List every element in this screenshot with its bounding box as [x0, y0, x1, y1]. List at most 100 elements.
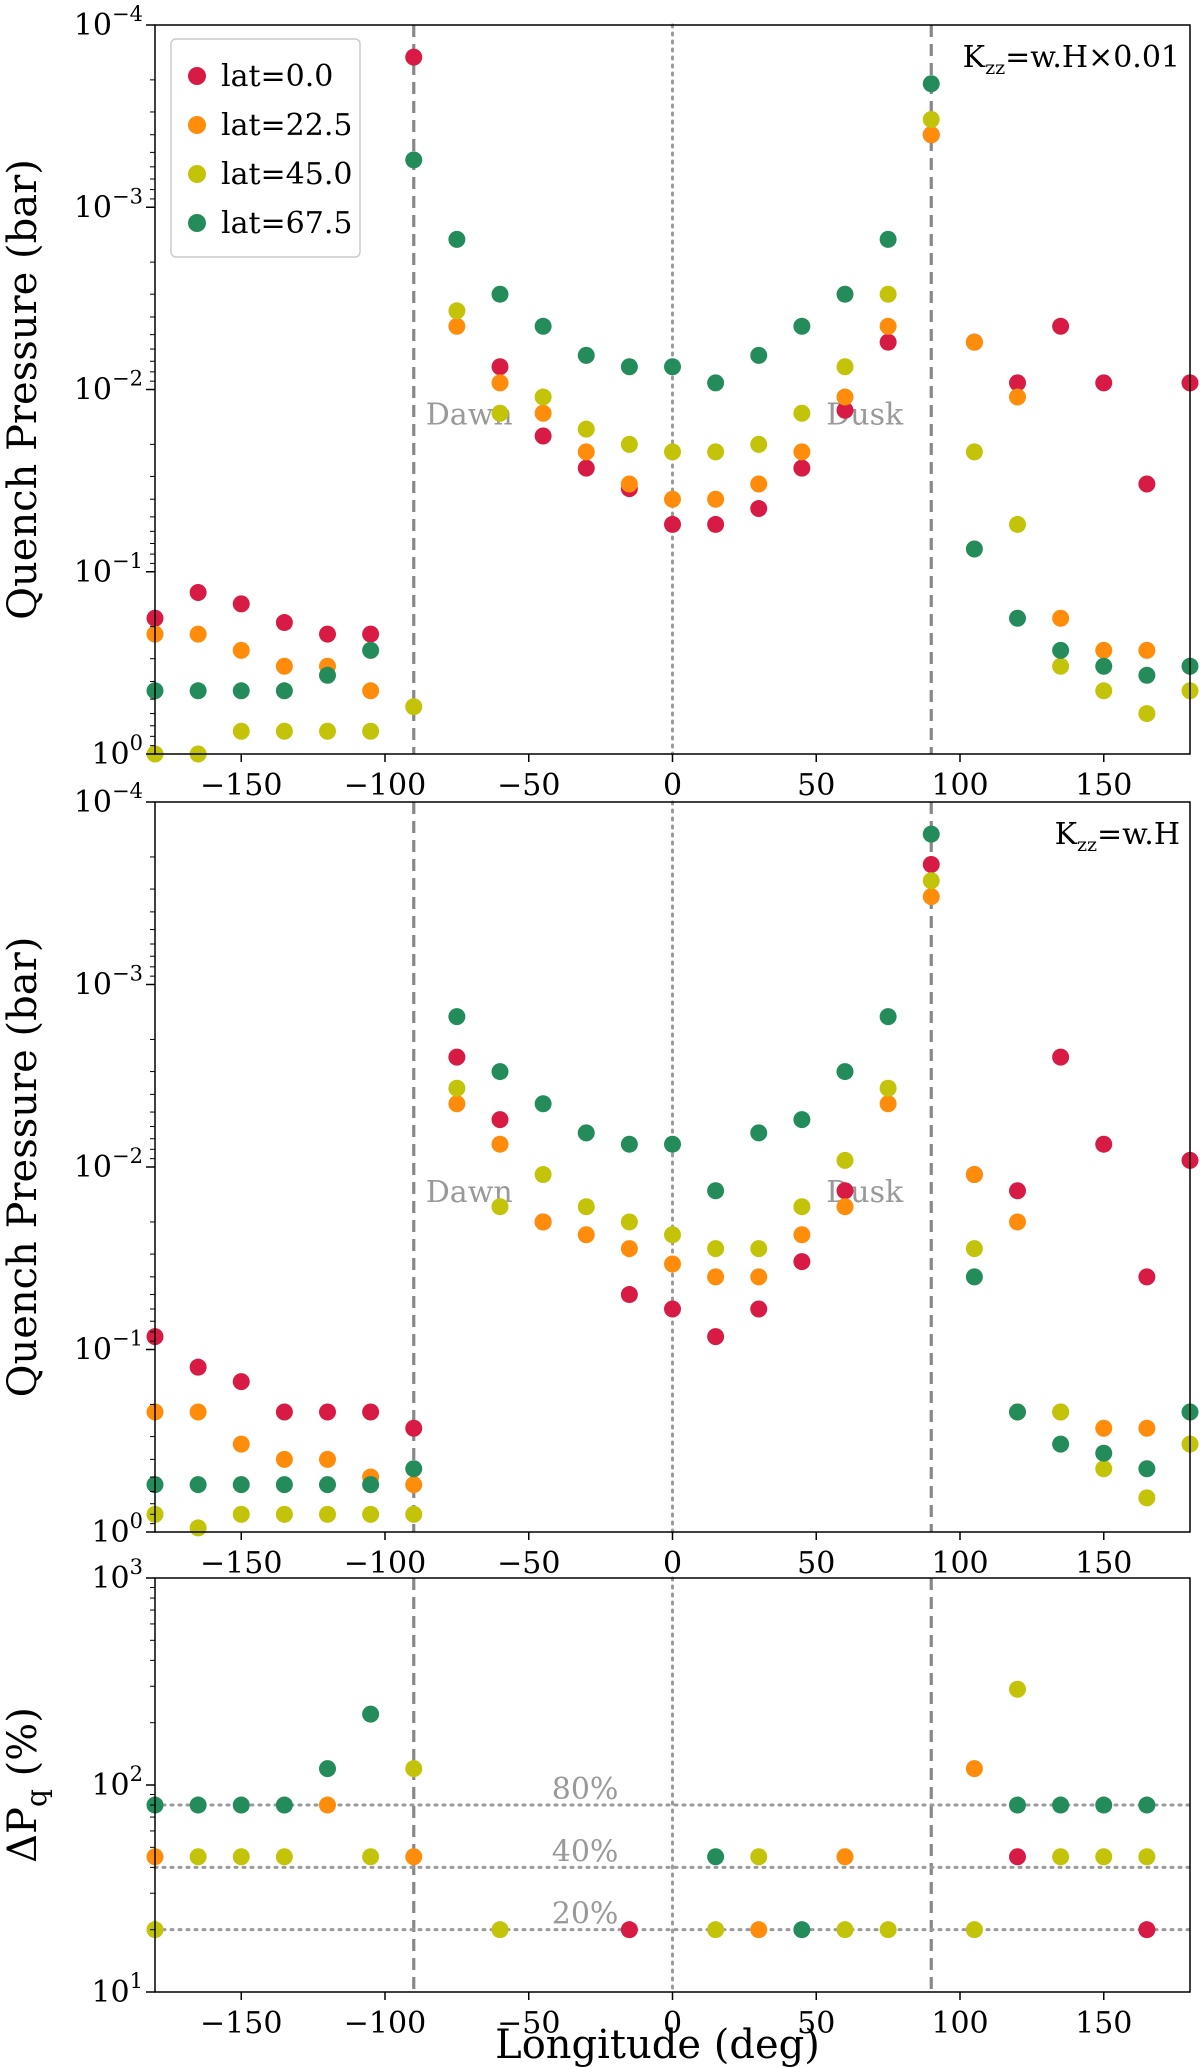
data-point: [275, 1450, 293, 1468]
series-lat-0-0: [620, 1848, 1156, 1939]
data-point: [922, 75, 940, 93]
legend-marker: [188, 165, 206, 183]
kzz-annotation: Kzz=w.H: [1055, 817, 1180, 856]
data-point: [319, 1505, 336, 1523]
data-point: [232, 1476, 250, 1494]
legend-entry: lat=67.5: [221, 206, 352, 241]
data-point: [1138, 1848, 1156, 1866]
data-point: [362, 1476, 380, 1494]
data-point: [232, 1796, 250, 1814]
data-point: [1095, 657, 1113, 675]
legend-marker: [188, 116, 206, 134]
data-point: [319, 1403, 336, 1421]
y-tick-label: 100: [91, 731, 143, 772]
data-point: [232, 1505, 250, 1523]
data-point: [1009, 1403, 1026, 1421]
data-point: [664, 1135, 681, 1153]
series-lat-67-5: [146, 75, 1199, 700]
x-tick-label: 50: [797, 768, 835, 803]
x-tick-label: 150: [1075, 768, 1132, 803]
data-point: [232, 682, 250, 700]
data-point: [707, 515, 725, 533]
data-point: [620, 435, 638, 453]
data-point: [707, 1268, 725, 1286]
y-tick-label: 101: [91, 1969, 143, 2010]
data-point: [620, 1135, 638, 1153]
data-point: [232, 641, 250, 659]
data-point: [577, 1198, 595, 1216]
data-point: [319, 1450, 336, 1468]
data-point: [1009, 1796, 1026, 1814]
panel-kzz-wh: Dawn Dusk−150 −100 −50 0 50 100 15010010−110−21…: [0, 779, 1199, 1581]
y-tick-label: 10−1: [74, 549, 143, 590]
data-point: [232, 1373, 250, 1391]
data-point: [362, 1705, 380, 1723]
data-point: [448, 1008, 466, 1026]
data-point: [965, 1240, 983, 1258]
data-point: [836, 1921, 854, 1939]
data-point: [534, 1095, 552, 1113]
data-point: [362, 1848, 380, 1866]
data-point: [965, 333, 983, 351]
data-point: [1052, 317, 1070, 335]
data-point: [1009, 1848, 1026, 1866]
data-point: [1052, 641, 1070, 659]
data-point: [577, 459, 595, 477]
data-point: [319, 1476, 336, 1494]
data-point: [1138, 705, 1156, 723]
legend-entry: lat=0.0: [221, 59, 333, 94]
data-point: [836, 285, 854, 303]
data-point: [664, 1300, 681, 1318]
data-point: [275, 682, 293, 700]
series-lat-22-5: [146, 1760, 983, 1939]
data-point: [189, 1476, 207, 1494]
data-point: [922, 126, 940, 144]
data-point: [448, 1095, 466, 1113]
data-point: [836, 358, 854, 376]
legend: lat=0.0 lat=22.5 lat=45.0 lat=67.5: [170, 38, 361, 258]
y-tick-label: 10−4: [74, 2, 143, 43]
x-tick-label: 150: [1075, 1546, 1132, 1581]
data-point: [232, 1435, 250, 1453]
data-point: [836, 1848, 854, 1866]
data-point: [362, 682, 380, 700]
data-point: [1009, 1182, 1026, 1200]
y-tick-label: 10−1: [74, 1327, 143, 1368]
data-point: [750, 1268, 768, 1286]
series-lat-22-5: [146, 126, 1156, 700]
y-tick-label: 103: [91, 1555, 143, 1596]
panel-kzz-0p01: Dawn Dusk−150 −100 −50 0 50 100 15010010−110−21…: [0, 2, 1199, 803]
data-point: [577, 443, 595, 461]
data-point: [189, 1358, 207, 1376]
y-tick-label: 10−2: [74, 1144, 143, 1185]
data-point: [664, 358, 681, 376]
data-point: [793, 1921, 811, 1939]
data-point: [1095, 1135, 1113, 1153]
data-point: [750, 435, 768, 453]
data-point: [491, 374, 509, 392]
data-point: [1009, 1680, 1026, 1698]
data-point: [491, 1111, 509, 1129]
series-lat-67-5: [146, 825, 1199, 1494]
data-point: [793, 443, 811, 461]
data-point: [750, 1240, 768, 1258]
x-tick-label: −150: [200, 768, 282, 803]
data-point: [534, 317, 552, 335]
data-point: [448, 1079, 466, 1097]
data-point: [750, 1124, 768, 1142]
x-tick-label: 0: [663, 1546, 682, 1581]
data-point: [362, 625, 380, 643]
data-point: [319, 1760, 336, 1778]
data-point: [405, 1505, 423, 1523]
data-point: [275, 657, 293, 675]
data-point: [1095, 374, 1113, 392]
data-point: [965, 540, 983, 558]
data-point: [879, 1079, 897, 1097]
data-point: [1052, 1048, 1070, 1066]
data-point: [965, 1760, 983, 1778]
data-point: [534, 388, 552, 406]
x-tick-label: 100: [931, 768, 988, 803]
y-tick-label: 10−2: [74, 367, 143, 408]
legend-entry: lat=22.5: [221, 108, 352, 143]
data-point: [577, 346, 595, 364]
